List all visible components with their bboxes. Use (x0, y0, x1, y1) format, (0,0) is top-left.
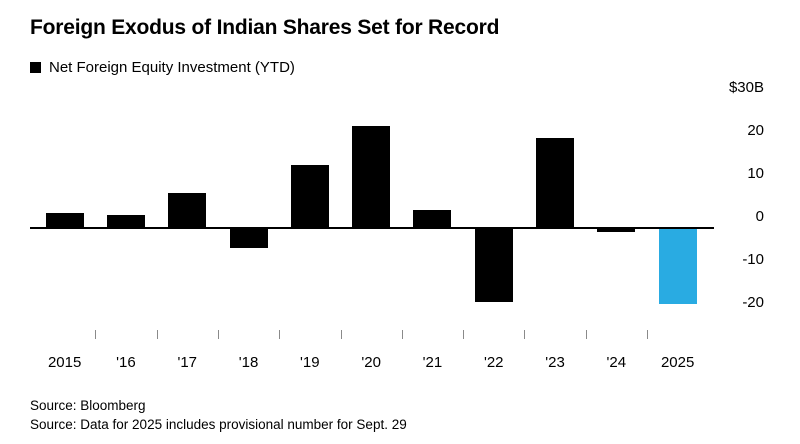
bar-20 (352, 126, 391, 227)
x-axis-tick (463, 330, 465, 339)
y-axis-label: $30B (728, 79, 764, 96)
x-axis-label: '21 (422, 354, 443, 371)
bar-16 (106, 214, 145, 227)
x-axis-tick (217, 330, 219, 339)
x-axis-label: '24 (606, 354, 627, 371)
x-axis-label: '20 (361, 354, 381, 371)
x-axis-tick (585, 330, 587, 339)
x-axis-label: '18 (238, 354, 259, 371)
bar-21 (413, 209, 452, 227)
x-axis-tick (524, 330, 526, 339)
x-axis-tick (647, 330, 648, 339)
x-axis-tick (401, 330, 403, 339)
y-axis-label: 10 (747, 165, 764, 182)
legend-swatch-icon (30, 62, 41, 73)
chart-legend: Net Foreign Equity Investment (YTD) (30, 59, 295, 76)
x-axis-tick (279, 330, 281, 339)
bar-18 (229, 229, 268, 248)
legend-label: Net Foreign Equity Investment (YTD) (49, 59, 295, 76)
bar-2015 (45, 213, 84, 227)
bar-2025 (658, 229, 697, 305)
source-note: Source: Bloomberg (30, 398, 146, 413)
y-axis-label: 20 (747, 122, 764, 139)
bar-23 (536, 137, 575, 227)
y-axis-label: -20 (742, 294, 764, 311)
y-axis-label: 0 (755, 208, 764, 225)
chart-title: Foreign Exodus of Indian Shares Set for … (30, 16, 500, 39)
x-axis-label: '22 (483, 354, 504, 371)
x-axis-label: '19 (300, 354, 320, 371)
x-axis-tick (95, 330, 97, 339)
x-axis-tick (340, 330, 342, 339)
zero-axis-line (30, 227, 714, 229)
x-axis-label: '16 (116, 354, 136, 371)
x-axis-label: '23 (545, 354, 565, 371)
x-axis-label: 2025 (660, 354, 695, 371)
y-axis-label: -10 (742, 251, 764, 268)
bar-17 (168, 192, 207, 227)
x-axis-label: 2015 (47, 354, 82, 371)
x-axis-tick (156, 330, 158, 339)
x-axis-label: '17 (177, 354, 198, 371)
bar-24 (597, 229, 636, 233)
bar-22 (474, 229, 513, 303)
bar-19 (290, 165, 329, 227)
source-note-2: Source: Data for 2025 includes provision… (30, 417, 407, 432)
